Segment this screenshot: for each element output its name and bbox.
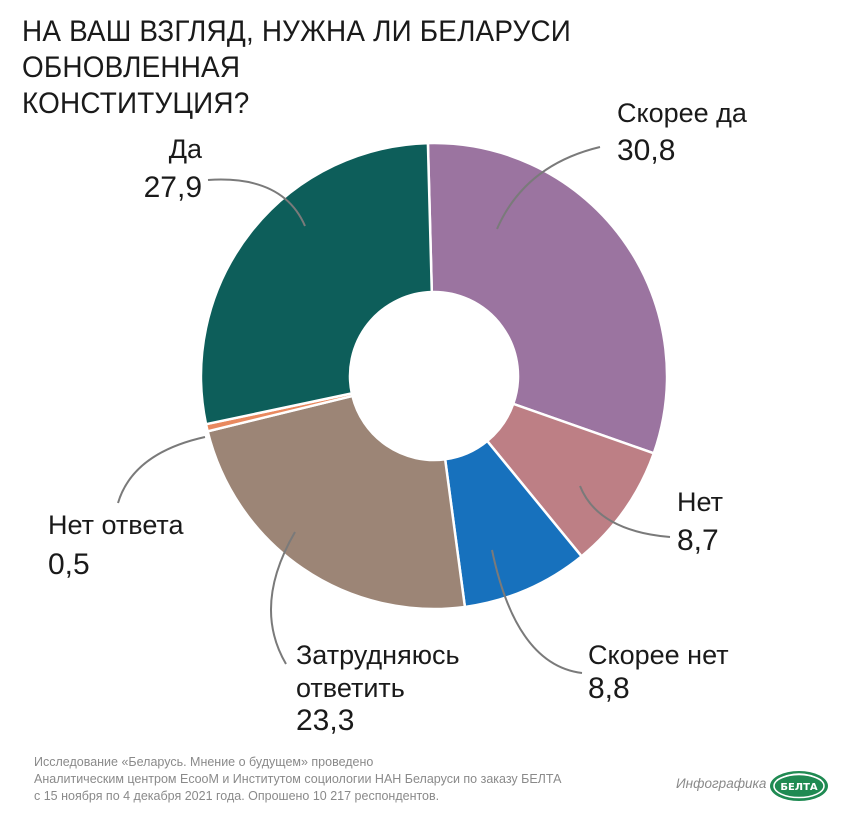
slice-1 — [426, 141, 669, 455]
slice-value-5: 0,5 — [48, 548, 90, 581]
slice-label-5: Нет ответа — [48, 510, 184, 540]
leader-line-6 — [207, 178, 306, 227]
source-line-1: Исследование «Беларусь. Мнение о будущем… — [34, 755, 374, 769]
slice-value-1: 30,8 — [617, 134, 675, 167]
slice-label-2: Нет — [677, 487, 723, 517]
source-line-2: Аналитическим центром EcooM и Институтом… — [34, 772, 562, 786]
source-line-3: с 15 ноября по 4 декабря 2021 года. Опро… — [34, 789, 440, 803]
slice-label-3: Скорее нет — [588, 640, 729, 670]
chart-title: НА ВАШ ВЗГЛЯД, НУЖНА ЛИ БЕЛАРУСИ ОБНОВЛЕ… — [22, 14, 785, 122]
slice-label-4: Затрудняюсь ответить — [296, 640, 460, 703]
slice-value-3: 8,8 — [588, 672, 630, 705]
leader-line-4 — [270, 531, 296, 665]
slice-value-2: 8,7 — [677, 524, 719, 557]
leader-line-2 — [579, 485, 671, 538]
source-note: Исследование «Беларусь. Мнение о будущем… — [34, 754, 634, 805]
leader-line-5 — [117, 436, 206, 504]
leader-line-3 — [491, 549, 583, 674]
slice-label-1: Скорее да — [617, 98, 748, 128]
chart-title-line-1: НА ВАШ ВЗГЛЯД, НУЖНА ЛИ БЕЛАРУСИ ОБНОВЛЕ… — [22, 15, 572, 84]
slice-4 — [206, 394, 467, 611]
belta-logo-text: БЕЛТА — [780, 782, 818, 793]
slice-6 — [199, 141, 434, 426]
slice-value-6: 27,9 — [144, 171, 202, 204]
slice-label-6: Да — [169, 134, 203, 164]
infographic-credit: Инфографика — [676, 776, 767, 791]
slice-value-4: 23,3 — [296, 704, 354, 737]
leader-line-1 — [496, 146, 601, 230]
belta-logo-icon: БЕЛТА — [770, 771, 828, 801]
chart-title-line-2: КОНСТИТУЦИЯ? — [22, 87, 250, 120]
